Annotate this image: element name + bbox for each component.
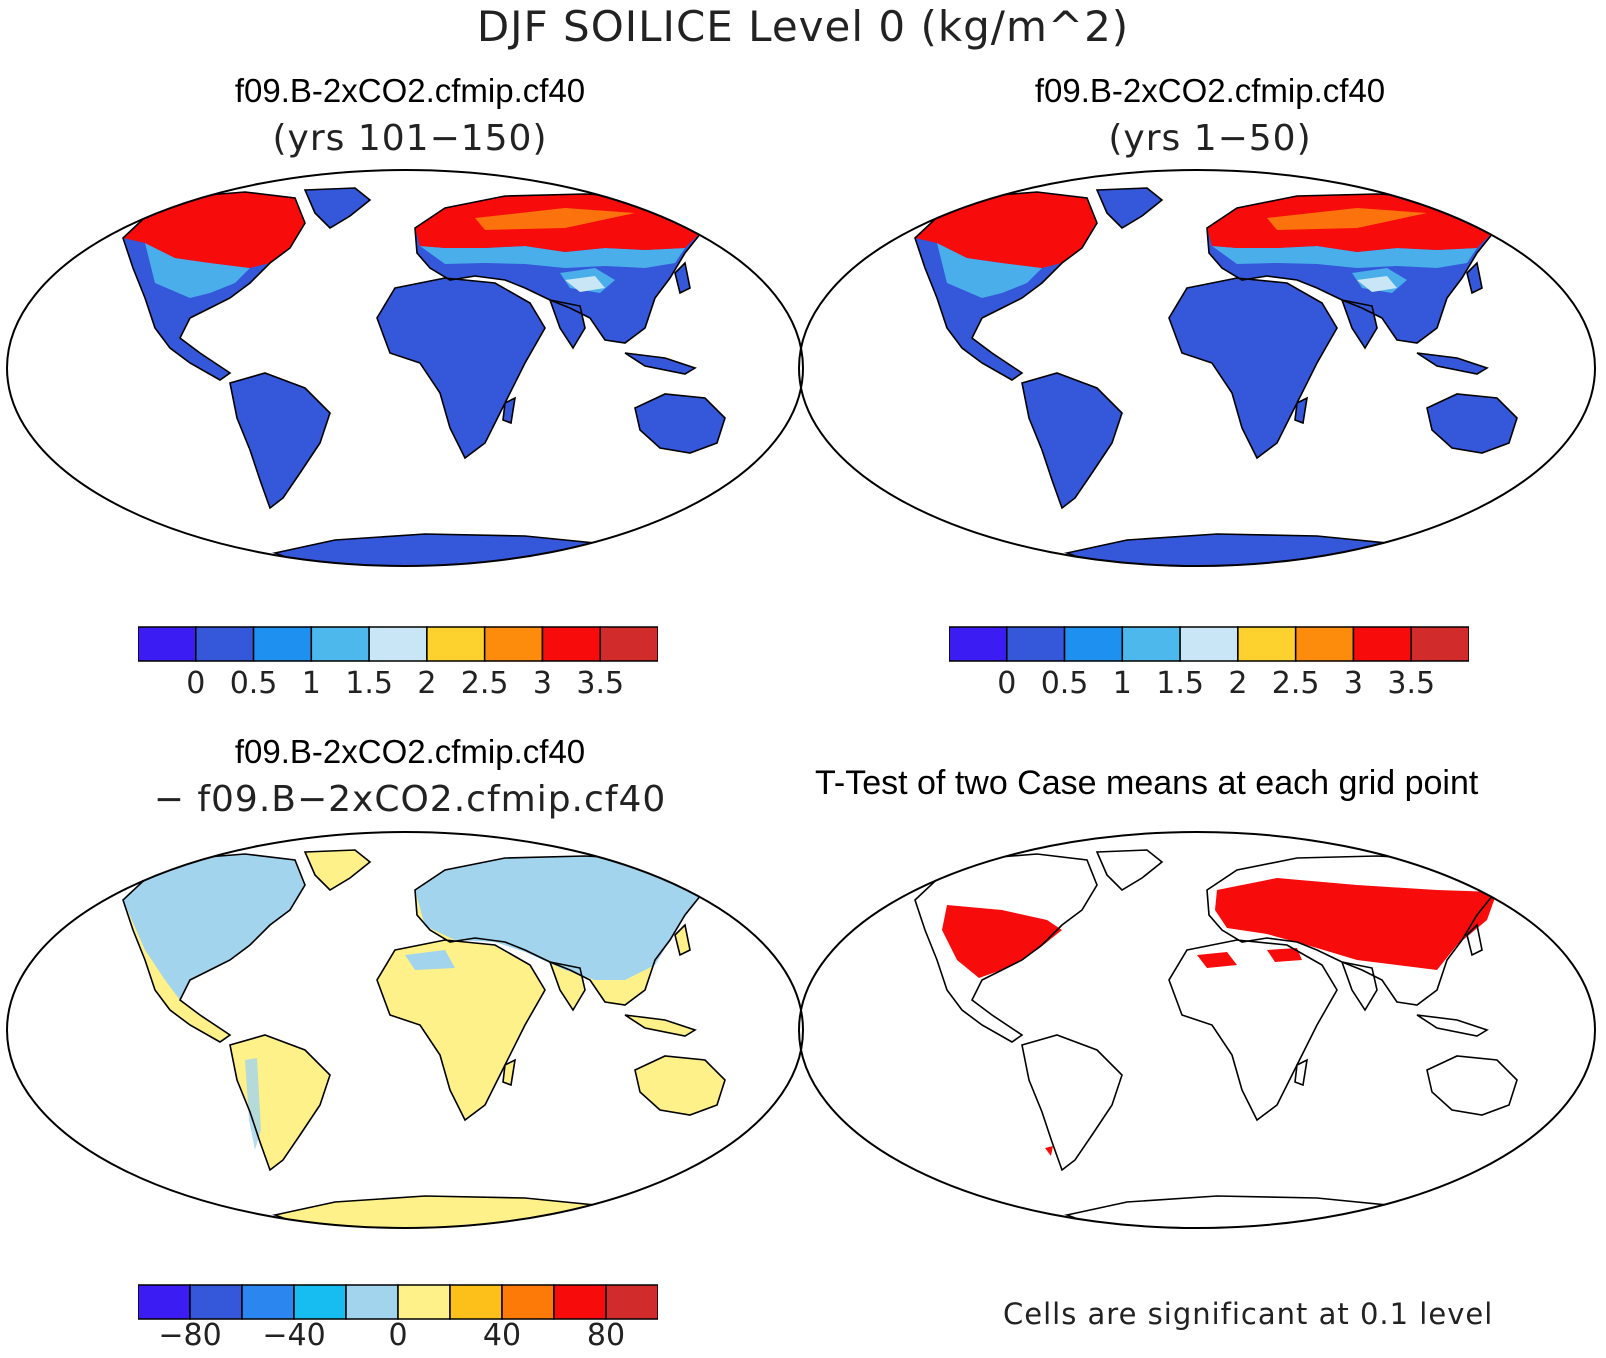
map-diff: [6, 831, 804, 1229]
map-border: [798, 831, 1596, 1229]
colorbar-swatch: [449, 1284, 503, 1320]
colorbar-swatch: [553, 1284, 607, 1320]
colorbar-case2-ticks: 0 0.5 1 1.5 2 2.5 3 3.5: [949, 666, 1469, 706]
colorbar-case1: [138, 626, 658, 662]
colorbar-swatch: [138, 1284, 191, 1320]
colorbar-tick-label: 40: [482, 1318, 522, 1353]
colorbar-swatch: [1179, 626, 1239, 662]
colorbar-tick-label: 1: [301, 666, 321, 701]
colorbar-tick-label: 2: [1228, 666, 1248, 701]
map-border: [6, 831, 804, 1229]
panel-ttest-title: T-Test of two Case means at each grid po…: [815, 764, 1479, 802]
colorbar-swatch: [241, 1284, 295, 1320]
panel-case1-subtitle: (yrs 101−150): [272, 118, 548, 159]
colorbar-tick-label: 1.5: [345, 666, 393, 701]
colorbar-tick-label: 0: [997, 666, 1017, 701]
colorbar-tick-label: 0.5: [229, 666, 278, 701]
colorbar-tick-label: 3: [1343, 666, 1363, 701]
colorbar-swatch: [605, 1284, 658, 1320]
colorbar-swatch: [189, 1284, 243, 1320]
colorbar-swatch: [541, 626, 601, 662]
colorbar-swatch: [1294, 626, 1355, 662]
map-border: [6, 169, 804, 567]
colorbar-swatch: [1352, 626, 1412, 662]
panel-diff-subtitle: − f09.B−2xCO2.cfmip.cf40: [153, 779, 667, 820]
map-case1: [6, 169, 804, 567]
colorbar-swatch: [293, 1284, 347, 1320]
colorbar-tick-label: 1: [1112, 666, 1132, 701]
colorbar-swatch: [949, 626, 1008, 662]
colorbar-swatch: [310, 626, 370, 662]
colorbar-tick-label: 3: [532, 666, 552, 701]
colorbar-swatch: [368, 626, 428, 662]
colorbar-swatch: [1006, 626, 1066, 662]
panel-case2-title: f09.B-2xCO2.cfmip.cf40: [1034, 72, 1386, 109]
colorbar-swatch: [138, 626, 197, 662]
colorbar-swatch: [1121, 626, 1181, 662]
significance-note: Cells are significant at 0.1 level: [1003, 1297, 1494, 1331]
panel-diff-title: f09.B-2xCO2.cfmip.cf40: [234, 733, 586, 770]
panel-case2-subtitle: (yrs 1−50): [1108, 118, 1312, 159]
colorbar-swatch: [1237, 626, 1297, 662]
colorbar-case1-ticks: 0 0.5 1 1.5 2 2.5 3 3.5: [138, 666, 658, 706]
colorbar-diff: [138, 1284, 658, 1320]
colorbar-tick-label: 2.5: [1271, 666, 1320, 701]
colorbar-tick-label: 2.5: [460, 666, 509, 701]
colorbar-tick-label: 80: [586, 1318, 626, 1353]
map-border: [798, 169, 1596, 567]
colorbar-swatch: [397, 1284, 451, 1320]
colorbar-tick-label: 0.5: [1040, 666, 1089, 701]
colorbar-tick-label: 3.5: [1387, 666, 1436, 701]
map-case2: [798, 169, 1596, 567]
colorbar-tick-label: −80: [158, 1318, 222, 1353]
colorbar-swatch: [426, 626, 486, 662]
colorbar-case2: [949, 626, 1469, 662]
colorbar-swatch: [501, 1284, 555, 1320]
colorbar-swatch: [195, 626, 255, 662]
colorbar-tick-label: 0: [388, 1318, 408, 1353]
colorbar-tick-label: −40: [262, 1318, 326, 1353]
colorbar-swatch: [345, 1284, 399, 1320]
colorbar-tick-label: 2: [417, 666, 437, 701]
panel-case1-title: f09.B-2xCO2.cfmip.cf40: [234, 72, 586, 109]
colorbar-swatch: [1063, 626, 1124, 662]
colorbar-swatch: [252, 626, 313, 662]
colorbar-tick-label: 3.5: [576, 666, 625, 701]
colorbar-tick-label: 1.5: [1156, 666, 1204, 701]
colorbar-diff-ticks: −80 −40 0 40 80: [138, 1318, 658, 1358]
colorbar-swatch: [1410, 626, 1469, 662]
colorbar-tick-label: 0: [186, 666, 206, 701]
colorbar-swatch: [483, 626, 544, 662]
figure-title: DJF SOILICE Level 0 (kg/m^2): [476, 2, 1130, 51]
map-ttest: [798, 831, 1596, 1229]
colorbar-swatch: [599, 626, 658, 662]
